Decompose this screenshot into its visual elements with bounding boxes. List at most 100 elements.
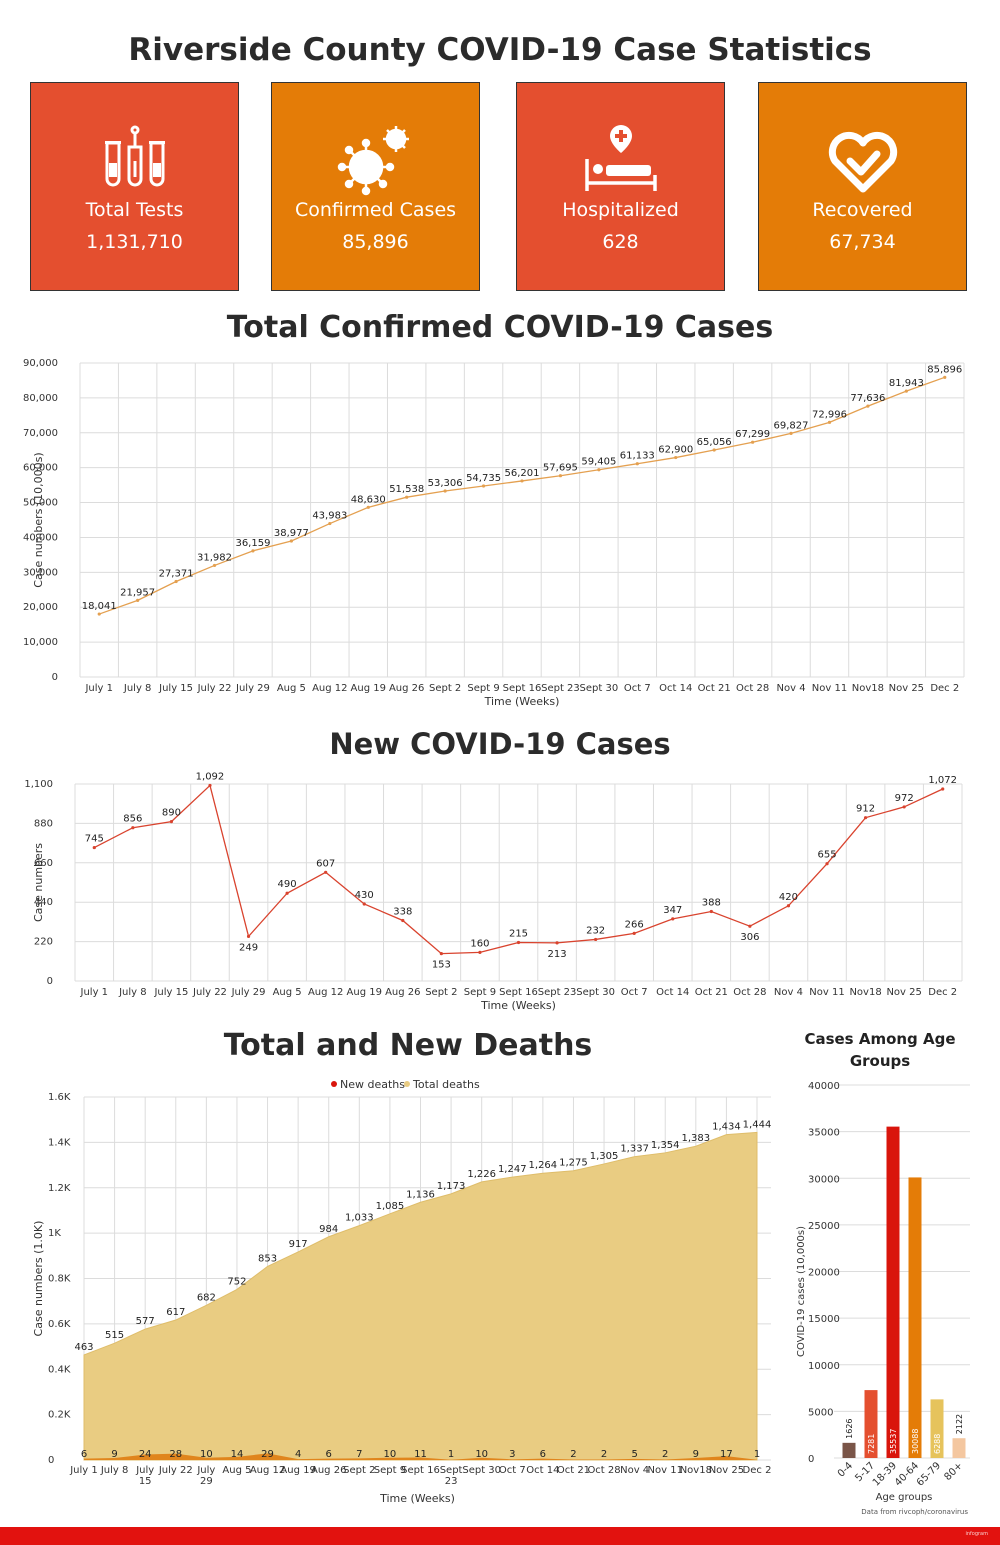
x-tick-label: Nov 11 [809,987,844,998]
bar [886,1126,900,1458]
y-axis-label: Case numbers (1.0K) [32,1221,45,1337]
y-tick-label: 20,000 [23,602,58,613]
data-point [285,891,289,895]
total-deaths-label: 984 [319,1224,338,1235]
y-tick-label: 1,100 [24,779,53,790]
bar-value-label: 35537 [889,1429,898,1454]
data-label: 27,371 [159,569,194,580]
card-label: Recovered [812,199,913,221]
new-deaths-label: 1 [754,1449,760,1460]
data-label: 18,041 [82,601,117,612]
data-label: 972 [895,793,914,804]
stat-card-hospitalized: Hospitalized 628 [516,82,725,291]
stat-card-confirmed-cases: Confirmed Cases 85,896 [271,82,480,291]
data-label: 61,133 [620,451,655,462]
card-label: Confirmed Cases [294,199,457,221]
data-point [443,489,447,493]
data-point [169,820,174,824]
x-tick-label: Aug 5 [222,1465,251,1476]
x-tick-label: Nov 25 [889,683,924,694]
data-point [208,783,212,788]
data-label: 57,695 [543,463,578,474]
x-tick-label: July 1 [84,683,113,694]
x-tick-label: Aug 12 [308,987,343,998]
x-tick-label: Sept 2 [343,1465,375,1476]
new-cases-chart: 0 220 440 660 880 1,100 July 1 July 8 July 15 Jul… [24,771,963,1012]
data-label: 266 [625,919,644,930]
y-tick-label: 1.2K [48,1183,71,1194]
data-label: 54,735 [466,473,501,484]
y-tick-label: 70,000 [23,428,58,439]
data-point [825,862,829,866]
x-tick-label: Oct 28 [587,1465,620,1476]
data-point [674,455,678,460]
y-tick-label: 10,000 [23,637,58,648]
y-tick-label: 880 [34,818,53,829]
new-deaths-label: 17 [720,1449,733,1460]
data-label: 43,983 [312,511,347,522]
data-point [131,826,135,830]
y-tick-label: 0 [48,1455,54,1466]
y-tick-label: 5000 [808,1407,833,1418]
data-point [516,940,521,945]
y-tick-label: 80,000 [23,393,58,404]
total-deaths-label: 515 [105,1330,124,1341]
new-deaths-label: 6 [540,1449,546,1460]
total-deaths-label: 752 [227,1276,246,1287]
new-deaths-label: 9 [693,1449,699,1460]
data-point [941,787,945,791]
data-label: 856 [123,814,142,825]
data-label: 160 [470,938,489,949]
x-tick-label: Oct 21 [698,683,731,694]
total-cases-chart: 0 10,000 20,000 30,000 40,000 50,000 60,000 70,… [23,358,965,708]
x-axis-label: Time (Weeks) [484,695,560,708]
total-deaths-label: 1,434 [712,1122,741,1133]
age-groups-chart-title: Cases Among Age Groups [804,1030,956,1070]
new-deaths-label: 2 [570,1449,576,1460]
data-point [520,479,524,483]
x-tick-label: July 15 [153,987,188,998]
x-tick-label: July 1 [80,987,109,998]
data-label: 56,201 [505,468,540,479]
total-cases-chart-title: Total Confirmed COVID-19 Cases [226,310,774,345]
x-tick-label: Aug 26 [389,683,424,694]
y-tick-label: 0.6K [48,1319,71,1330]
data-point [751,440,755,444]
x-tick-label: Aug 19 [347,987,382,998]
y-tick-label: 0 [808,1454,814,1465]
x-tick-label: Dec 2 [930,683,959,694]
data-label: 745 [85,834,104,845]
data-label: 51,538 [389,484,424,495]
x-tick-label: Oct 28 [733,987,766,998]
x-tick-label: Oct 21 [557,1465,590,1476]
new-deaths-label: 9 [111,1449,117,1460]
data-label: 48,630 [351,494,386,505]
data-label: 21,957 [120,587,155,598]
data-label: 36,159 [235,538,270,549]
data-point [97,612,101,616]
data-label: 59,405 [581,457,616,468]
x-tick-label: 65-79 [915,1460,943,1488]
x-tick-label: Sept 9 [374,1465,406,1476]
data-label: 347 [663,905,682,916]
y-tick-label: 0 [52,672,58,683]
total-deaths-label: 1,305 [590,1151,619,1162]
legend-marker-new-deaths [331,1081,337,1087]
total-deaths-label: 853 [258,1253,277,1264]
data-point [439,951,443,956]
data-point [405,495,409,499]
y-tick-label: 30000 [808,1174,840,1185]
bar [842,1442,856,1458]
y-tick-label: 0.8K [48,1274,71,1285]
data-point [289,539,293,543]
total-deaths-label: 617 [166,1307,185,1318]
new-cases-chart-title: New COVID-19 Cases [329,727,671,761]
data-point [478,950,482,954]
data-label: 249 [239,942,258,953]
deaths-chart-title: Total and New Deaths [223,1028,593,1063]
x-tick-label: Oct 14 [656,987,689,998]
total-deaths-label: 917 [289,1239,308,1250]
card-value: 1,131,710 [86,231,183,253]
x-axis-label: Age groups [876,1492,933,1503]
